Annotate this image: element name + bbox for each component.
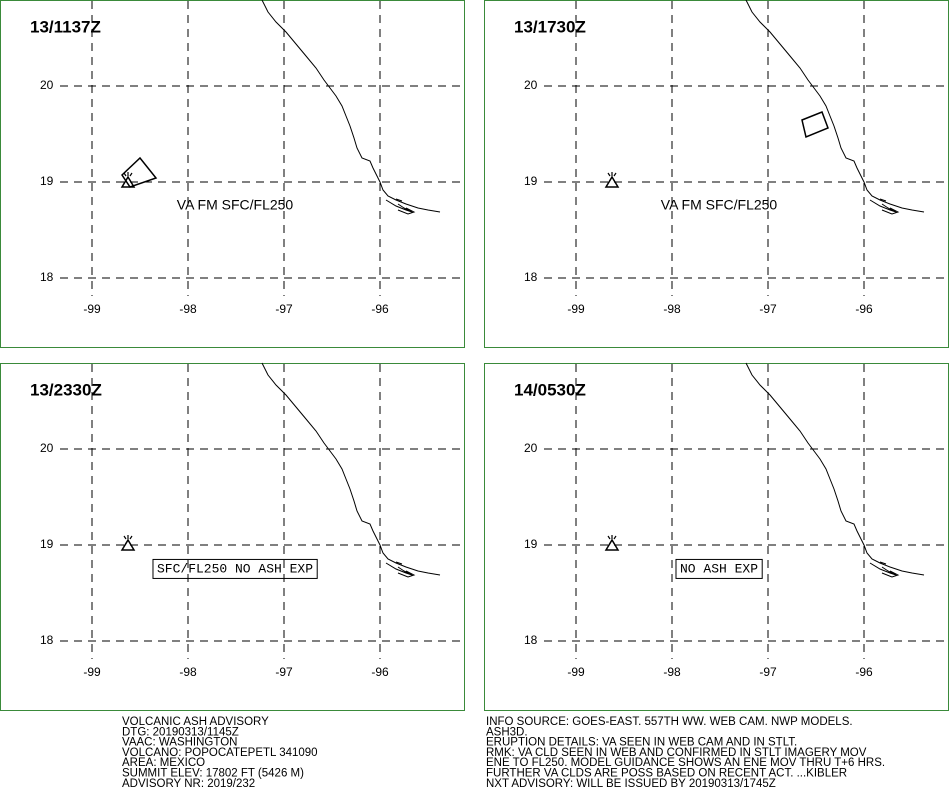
advisory-line: VOLCANIC ASH ADVISORY (122, 716, 269, 728)
lon-label: -96 (371, 665, 389, 679)
ash-annotation: NO ASH EXP (680, 561, 758, 576)
panel-border (484, 363, 949, 711)
lat-label: 20 (524, 78, 538, 92)
lon-label: -98 (179, 665, 197, 679)
ash-annotation: VA FM SFC/FL250 (177, 197, 294, 213)
lat-label: 19 (40, 537, 54, 551)
lat-label: 19 (524, 537, 538, 551)
lon-label: -98 (663, 302, 681, 316)
advisory-line: VAAC: WASHINGTON (122, 737, 237, 749)
lon-label: -99 (83, 302, 101, 316)
annotation-box (675, 558, 763, 579)
valid-time: 13/1137Z (30, 17, 101, 36)
volcano-symbol (121, 534, 135, 551)
lat-label: 19 (524, 174, 538, 188)
valid-time: 14/0530Z (514, 380, 586, 399)
valid-time: 13/1730Z (514, 17, 586, 36)
advisory-line: ENE TO FL250. MODEL GUIDANCE SHOWS AN EN… (486, 757, 885, 769)
ash-cloud (121, 156, 158, 188)
lat-label: 18 (40, 270, 54, 284)
lon-label: -96 (371, 302, 389, 316)
lat-label: 19 (40, 174, 54, 188)
lon-label: -98 (179, 302, 197, 316)
volcano-symbol (605, 534, 619, 551)
volcano-symbol (605, 171, 619, 188)
advisory-line: NXT ADVISORY: WILL BE ISSUED BY 20190313… (486, 778, 776, 790)
advisory-line: ERUPTION DETAILS: VA SEEN IN WEB CAM AND… (486, 737, 797, 749)
map-panel: 20 19 18 -99 -98 -97 -96 13/1137Z VA FM SFC/FL25… (0, 0, 465, 348)
panel-border (0, 363, 465, 711)
lon-label: -99 (83, 665, 101, 679)
lat-label: 20 (40, 441, 54, 455)
lat-label: 18 (40, 633, 54, 647)
advisory-line: ADVISORY NR: 2019/232 (122, 778, 255, 790)
annotation-box (152, 558, 318, 579)
valid-time: 13/2330Z (30, 380, 102, 399)
lon-label: -96 (855, 665, 873, 679)
lon-label: -97 (275, 665, 293, 679)
advisory-line: INFO SOURCE: GOES-EAST. 557TH WW. WEB CA… (486, 716, 853, 728)
panel-border (484, 0, 949, 348)
lon-label: -97 (759, 665, 777, 679)
advisory-line: AREA: MEXICO (122, 757, 205, 769)
lon-label: -97 (275, 302, 293, 316)
ash-annotation: SFC/FL250 NO ASH EXP (157, 561, 313, 576)
lon-label: -99 (567, 665, 585, 679)
lon-label: -99 (567, 302, 585, 316)
advisory-line: FURTHER VA CLDS ARE POSS BASED ON RECENT… (486, 768, 847, 780)
map-panel: 20 19 18 -99 -98 -97 -96 13/1730Z VA FM SFC/FL25… (484, 0, 949, 348)
lon-label: -98 (663, 665, 681, 679)
lon-label: -96 (855, 302, 873, 316)
advisory-line: DTG: 20190313/1145Z (122, 726, 239, 738)
advisory-line: SUMMIT ELEV: 17802 FT (5426 M) (122, 768, 304, 780)
lat-label: 20 (524, 441, 538, 455)
panel-border (0, 0, 465, 348)
map-panel: 20 19 18 -99 -98 -97 -96 14/0530Z NO ASH EXP (484, 362, 949, 711)
lon-label: -97 (759, 302, 777, 316)
ash-annotation: VA FM SFC/FL250 (661, 197, 778, 213)
lat-label: 20 (40, 78, 54, 92)
advisory-line: RMK: VA CLD SEEN IN WEB AND CONFIRMED IN… (486, 747, 867, 759)
lat-label: 18 (524, 633, 538, 647)
lat-label: 18 (524, 270, 538, 284)
map-panel: 20 19 18 -99 -98 -97 -96 13/2330Z SFC/FL250 NO A… (0, 362, 465, 711)
advisory-line: ASH3D. (486, 726, 528, 738)
advisory-line: VOLCANO: POPOCATEPETL 341090 (122, 747, 318, 759)
ash-cloud (801, 111, 829, 139)
